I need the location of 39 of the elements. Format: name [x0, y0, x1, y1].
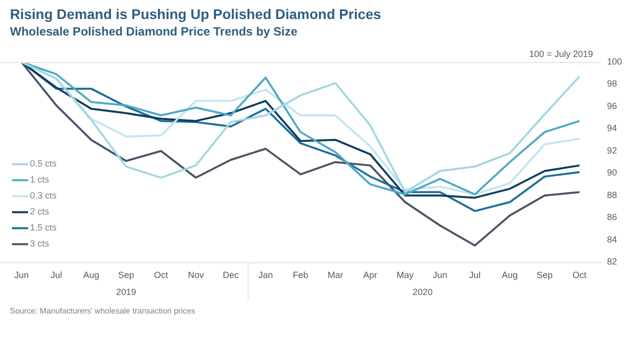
- legend-label: 0.3 cts: [30, 190, 58, 201]
- y-tick-label: 94: [606, 123, 617, 134]
- x-tick-label: Feb: [292, 270, 308, 280]
- x-tick-label: Sep: [536, 270, 553, 280]
- x-tick-label: Sep: [118, 270, 134, 280]
- x-tick-label: Aug: [502, 270, 518, 280]
- y-tick-label: 82: [606, 256, 617, 267]
- y-tick-label: 96: [606, 100, 617, 111]
- x-tick-label: Aug: [83, 270, 100, 280]
- x-tick-label: Oct: [572, 270, 588, 280]
- y-tick-label: 90: [606, 168, 617, 178]
- x-tick-label: Apr: [363, 270, 378, 280]
- chart-title: Rising Demand is Pushing Up Polished Diamond Prices: [10, 6, 382, 22]
- text: 2020: [412, 287, 433, 298]
- x-tick-label: Jan: [258, 270, 273, 280]
- y-tick-label: 84: [606, 234, 617, 244]
- source-note: Source: Manufacturers' wholesale transaction prices: [10, 306, 196, 316]
- x-tick-label: Dec: [222, 270, 240, 280]
- y-tick-label: 98: [606, 78, 617, 89]
- legend-label: 1.5 cts: [30, 222, 58, 233]
- x-tick-label: Oct: [154, 270, 168, 280]
- x-tick-label: Nov: [188, 270, 204, 280]
- legend-label: 0.5 cts: [30, 158, 58, 169]
- y-tick-label: 92: [606, 145, 617, 156]
- legend-label: 1 cts: [30, 174, 50, 185]
- x-tick-label: Jun: [14, 270, 29, 280]
- x-tick-label: Mar: [328, 270, 344, 280]
- text: 2019: [116, 287, 136, 298]
- x-tick-label: May: [396, 270, 414, 280]
- x-tick-label: Jun: [432, 270, 448, 280]
- x-tick-label: Jul: [50, 270, 62, 280]
- x-tick-label: Jul: [469, 270, 481, 280]
- legend-label: 3 cts: [30, 238, 50, 249]
- chart-subtitle: Wholesale Polished Diamond Price Trends by Size: [10, 24, 298, 38]
- y-tick-label: 100: [606, 56, 622, 66]
- legend-label: 2 cts: [30, 206, 50, 217]
- text: 100 = July 2019: [529, 48, 593, 59]
- y-tick-label: 86: [606, 212, 617, 222]
- y-tick-label: 88: [606, 190, 617, 200]
